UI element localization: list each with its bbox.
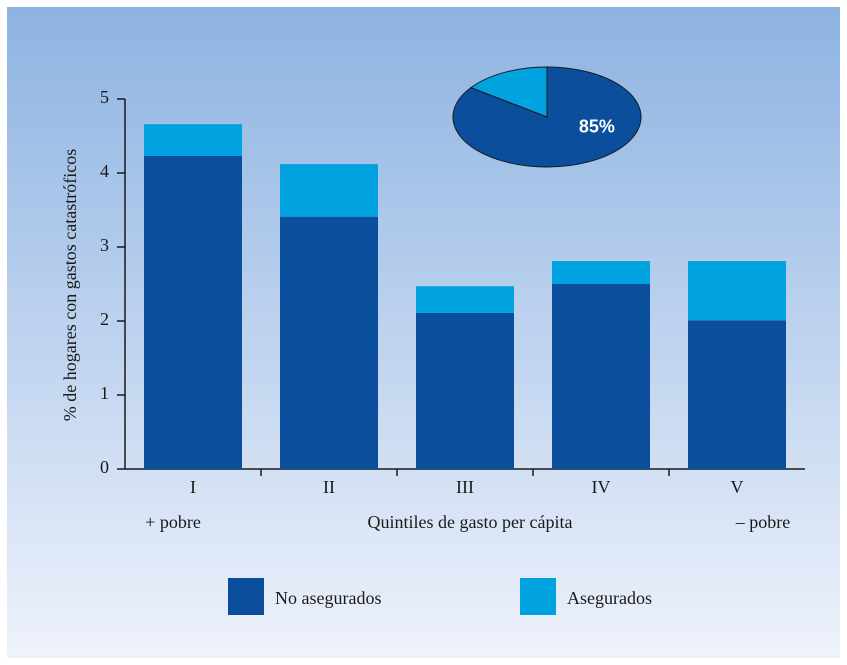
annotation: – pobre bbox=[735, 512, 790, 532]
bar-segment bbox=[416, 312, 514, 469]
bar-segment bbox=[280, 216, 378, 469]
bar-segment bbox=[144, 155, 242, 470]
x-tick-label: IV bbox=[592, 477, 611, 497]
legend-swatch bbox=[520, 578, 556, 615]
bar-segment bbox=[688, 320, 786, 469]
y-axis-title: % de hogares con gastos catastróficos bbox=[60, 149, 80, 421]
bar-segment bbox=[688, 261, 786, 321]
bar-segment bbox=[416, 286, 514, 313]
y-tick-label: 0 bbox=[100, 457, 109, 477]
pie-slice bbox=[469, 66, 548, 118]
x-tick-label: III bbox=[456, 477, 474, 497]
bar-segment bbox=[552, 261, 650, 284]
x-tick-label: II bbox=[323, 477, 335, 497]
y-tick-label: 4 bbox=[100, 161, 109, 181]
y-tick-label: 3 bbox=[100, 235, 109, 255]
bar-segment bbox=[144, 124, 242, 156]
bar-segment bbox=[280, 164, 378, 217]
bar-segment bbox=[552, 284, 650, 469]
x-axis-title: Quintiles de gasto per cápita bbox=[368, 512, 573, 532]
y-tick-label: 1 bbox=[100, 383, 109, 403]
x-tick-label: I bbox=[190, 477, 196, 497]
legend-swatch bbox=[228, 578, 264, 615]
y-tick-label: 5 bbox=[100, 87, 109, 107]
y-tick-label: 2 bbox=[100, 309, 109, 329]
annotation: + pobre bbox=[145, 512, 201, 532]
x-tick-label: V bbox=[731, 477, 744, 497]
legend-label: Asegurados bbox=[567, 588, 652, 608]
pie-label: 85% bbox=[579, 116, 615, 136]
legend-label: No asegurados bbox=[275, 588, 381, 608]
